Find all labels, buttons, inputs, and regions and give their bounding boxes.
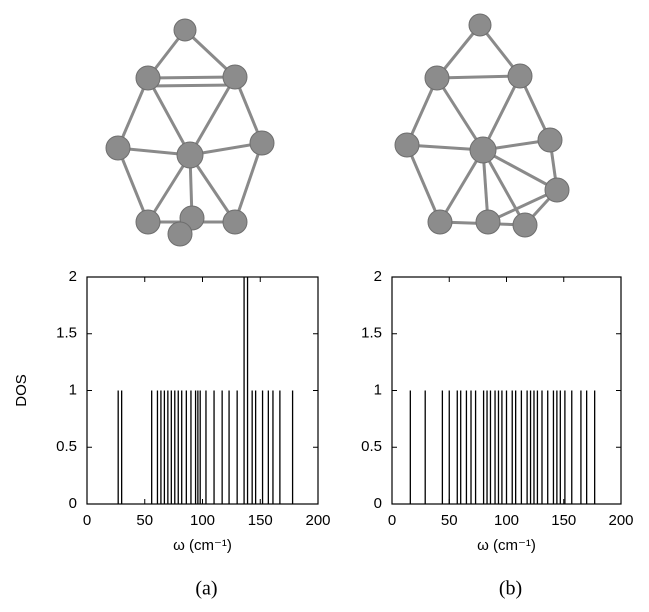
- y-axis-label: DOS: [13, 374, 30, 407]
- x-tick-label: 0: [83, 512, 91, 529]
- caption: (a): [195, 578, 217, 600]
- y-tick-label: 2: [69, 268, 77, 285]
- x-tick-label: 50: [136, 512, 153, 529]
- y-tick-label: 0: [69, 495, 77, 512]
- x-tick-label: 100: [190, 512, 215, 529]
- y-tick-label: 1: [69, 381, 77, 398]
- x-tick-label: 150: [551, 512, 576, 529]
- y-tick-label: 0: [374, 495, 382, 512]
- cluster-b: [394, 13, 570, 238]
- y-tick-label: 0.5: [56, 438, 77, 455]
- y-tick-label: 1.5: [361, 325, 382, 342]
- y-tick-label: 0.5: [361, 438, 382, 455]
- x-tick-label: 50: [441, 512, 458, 529]
- caption: (b): [499, 578, 522, 600]
- y-tick-label: 2: [374, 268, 382, 285]
- x-tick-label: 0: [388, 512, 396, 529]
- x-tick-label: 100: [494, 512, 519, 529]
- y-tick-label: 1: [374, 381, 382, 398]
- x-tick-label: 200: [305, 512, 330, 529]
- x-axis-label: ω (cm⁻¹): [173, 537, 232, 554]
- x-tick-label: 200: [608, 512, 633, 529]
- x-axis-label: ω (cm⁻¹): [477, 537, 536, 554]
- cluster-a: [105, 18, 275, 247]
- x-tick-label: 150: [248, 512, 273, 529]
- y-tick-label: 1.5: [56, 325, 77, 342]
